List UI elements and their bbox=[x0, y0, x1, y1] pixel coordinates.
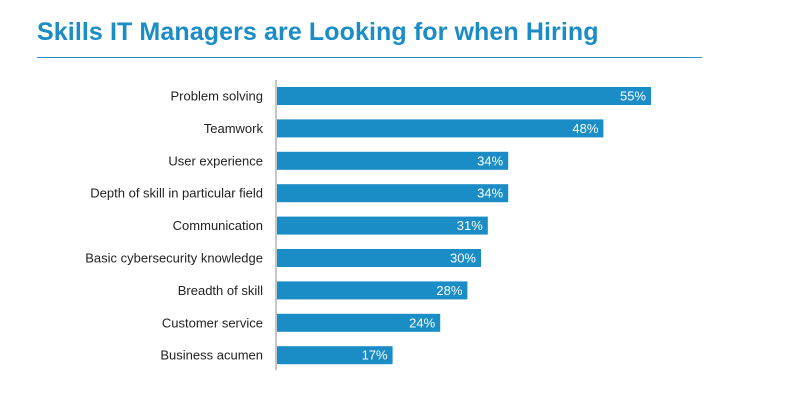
value-label-6: 30% bbox=[450, 251, 476, 266]
value-label-4: 34% bbox=[477, 186, 503, 201]
chart-title: Skills IT Managers are Looking for when … bbox=[37, 18, 599, 46]
bar-2 bbox=[277, 119, 604, 138]
bar-6 bbox=[277, 249, 481, 267]
bar-4 bbox=[277, 184, 509, 203]
category-label-5: Communication bbox=[173, 218, 263, 233]
bar-1 bbox=[277, 87, 651, 105]
category-label-3: User experience bbox=[168, 153, 263, 168]
category-label-8: Customer service bbox=[162, 315, 263, 330]
value-label-3: 34% bbox=[477, 153, 503, 168]
title-divider bbox=[37, 57, 702, 58]
category-label-4: Depth of skill in particular field bbox=[90, 186, 263, 201]
category-label-6: Basic cybersecurity knowledge bbox=[85, 251, 263, 266]
value-label-8: 24% bbox=[409, 315, 435, 330]
bar-8 bbox=[277, 313, 441, 332]
value-label-1: 55% bbox=[620, 89, 646, 104]
category-label-7: Breadth of skill bbox=[178, 283, 263, 298]
bar-3 bbox=[277, 151, 509, 170]
bars-group: Problem solving 55% Teamwork 48% User experi… bbox=[85, 87, 651, 365]
value-label-2: 48% bbox=[572, 121, 598, 136]
value-label-5: 31% bbox=[457, 218, 483, 233]
bar-7 bbox=[277, 281, 468, 300]
bar-9 bbox=[277, 346, 393, 365]
bar-5 bbox=[277, 216, 488, 235]
category-label-1: Problem solving bbox=[171, 89, 264, 104]
value-label-9: 17% bbox=[362, 348, 388, 363]
category-label-9: Business acumen bbox=[160, 348, 263, 363]
value-label-7: 28% bbox=[436, 283, 462, 298]
category-label-2: Teamwork bbox=[204, 121, 264, 136]
